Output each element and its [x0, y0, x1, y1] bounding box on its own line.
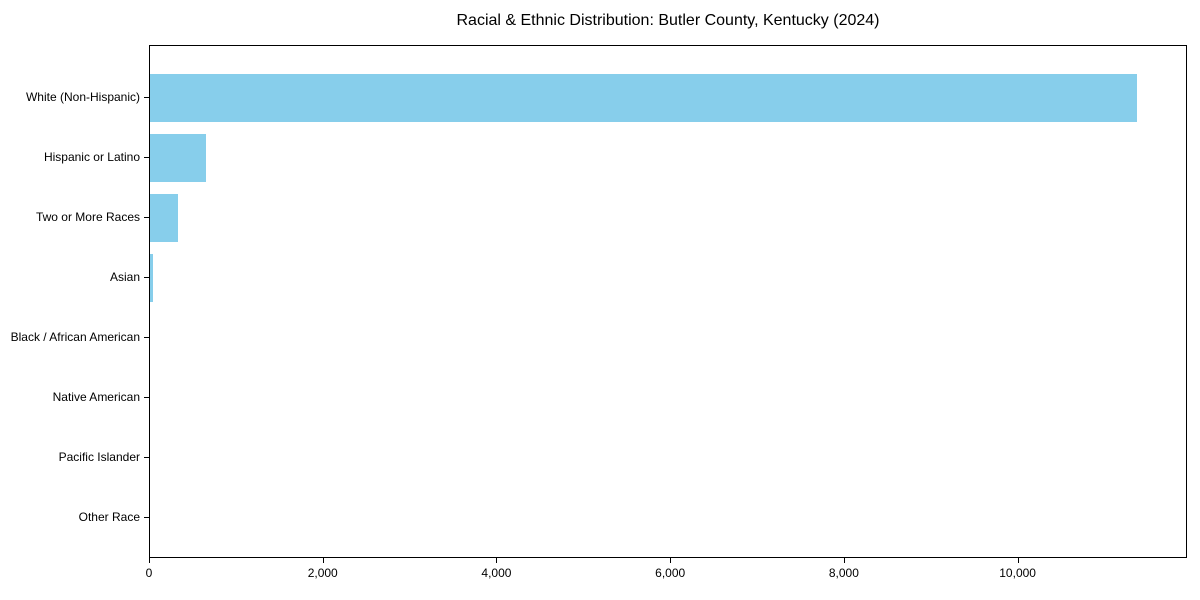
y-tick-label-two-or-more-races: Two or More Races: [35, 210, 140, 224]
x-tick-mark: [844, 558, 845, 563]
x-tick-label-8-000: 8,000: [828, 566, 859, 580]
x-tick-mark: [149, 558, 150, 563]
x-tick-label-6-000: 6,000: [655, 566, 686, 580]
x-tick-mark: [670, 558, 671, 563]
y-tick-label-white-non-hispanic: White (Non-Hispanic): [25, 90, 140, 104]
x-tick-mark: [323, 558, 324, 563]
y-tick-label-native-american: Native American: [52, 390, 140, 404]
bar-hispanic-or-latino: [150, 134, 206, 182]
y-tick-label-hispanic-or-latino: Hispanic or Latino: [43, 150, 140, 164]
y-tick-mark: [144, 217, 149, 218]
y-tick-mark: [144, 277, 149, 278]
bar-white-non-hispanic: [150, 74, 1137, 122]
x-tick-label-10-000: 10,000: [999, 566, 1036, 580]
y-tick-mark: [144, 397, 149, 398]
y-tick-label-pacific-islander: Pacific Islander: [58, 450, 140, 464]
y-tick-mark: [144, 457, 149, 458]
bar-two-or-more-races: [150, 194, 178, 242]
x-tick-mark: [496, 558, 497, 563]
x-tick-label-4-000: 4,000: [481, 566, 512, 580]
x-tick-mark: [1018, 558, 1019, 563]
y-tick-label-black-african-american: Black / African American: [10, 330, 140, 344]
plot-area: [149, 45, 1187, 558]
x-tick-label-0: 0: [145, 566, 153, 580]
y-tick-mark: [144, 517, 149, 518]
y-tick-mark: [144, 157, 149, 158]
y-tick-label-asian: Asian: [109, 270, 140, 284]
y-tick-mark: [144, 97, 149, 98]
bar-asian: [150, 254, 153, 302]
y-tick-mark: [144, 337, 149, 338]
chart-title: Racial & Ethnic Distribution: Butler Cou…: [456, 12, 880, 29]
x-tick-label-2-000: 2,000: [307, 566, 338, 580]
y-tick-label-other-race: Other Race: [78, 510, 140, 524]
